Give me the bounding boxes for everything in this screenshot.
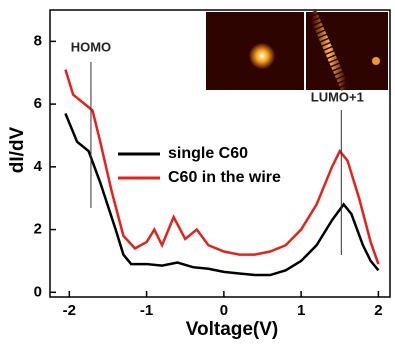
- y-tick-label: 6: [34, 95, 42, 112]
- y-tick-label: 4: [34, 158, 43, 175]
- annotation-label: HOMO: [71, 39, 111, 54]
- annotation-label: LUMO+1: [311, 89, 364, 104]
- y-axis-label: dI/dV: [7, 126, 28, 173]
- y-tick-label: 2: [34, 221, 42, 238]
- y-tick-label: 0: [34, 283, 42, 300]
- inset-molecule: [372, 57, 380, 65]
- x-tick-label: 2: [374, 302, 382, 319]
- x-tick-label: 0: [220, 302, 228, 319]
- legend-label: single C60: [168, 145, 248, 162]
- inset-images: [206, 12, 388, 90]
- x-tick-label: 1: [297, 302, 305, 319]
- inset-image: [306, 12, 388, 90]
- legend-label: C60 in the wire: [168, 169, 281, 186]
- inset-molecule: [249, 43, 275, 69]
- y-tick-label: 8: [34, 32, 42, 49]
- x-tick-label: -1: [140, 302, 153, 319]
- x-axis-label: Voltage(V): [186, 319, 279, 340]
- chart: Voltage(V) dI/dV -2 -1 0 1 2 0 2 4 6 8 HOMO LUMO+1 s…: [0, 0, 395, 346]
- x-tick-label: -2: [63, 302, 76, 319]
